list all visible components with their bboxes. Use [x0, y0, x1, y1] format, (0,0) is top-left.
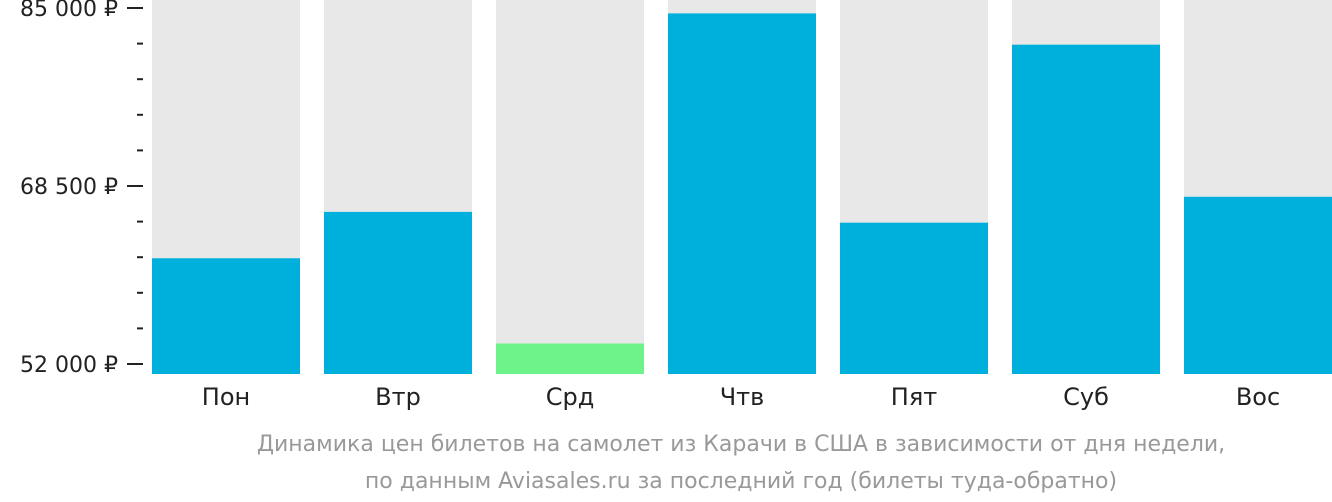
bar-4[interactable] [840, 222, 988, 374]
category-label: Срд [546, 383, 595, 411]
y-tick-label: 52 000 ₽ [20, 353, 118, 378]
bar-6[interactable] [1184, 196, 1332, 374]
category-label: Пон [202, 383, 250, 411]
bar-1[interactable] [324, 211, 472, 374]
caption-line-1: Динамика цен билетов на самолет из Карач… [257, 432, 1225, 457]
category-label: Вос [1236, 383, 1280, 411]
category-label: Втр [375, 383, 421, 411]
bar-5[interactable] [1012, 44, 1160, 375]
category-label: Суб [1063, 383, 1109, 411]
bar-2[interactable] [496, 343, 644, 374]
category-label: Чтв [720, 383, 765, 411]
x-axis: Пон Втр Срд Чтв Пят Суб Вос [202, 383, 1280, 411]
category-label: Пят [891, 383, 937, 411]
caption-line-2: по данным Aviasales.ru за последний год … [365, 469, 1117, 494]
chart-caption: Динамика цен билетов на самолет из Карач… [257, 432, 1225, 494]
bar-background [496, 0, 644, 374]
bar-3[interactable] [668, 13, 816, 374]
bars-layer [152, 0, 1332, 375]
y-tick-label: 85 000 ₽ [20, 0, 118, 22]
bar-0[interactable] [152, 258, 300, 374]
y-axis: 85 000 ₽ 68 500 ₽ 52 000 ₽ [20, 0, 143, 378]
y-tick-label: 68 500 ₽ [20, 175, 118, 200]
